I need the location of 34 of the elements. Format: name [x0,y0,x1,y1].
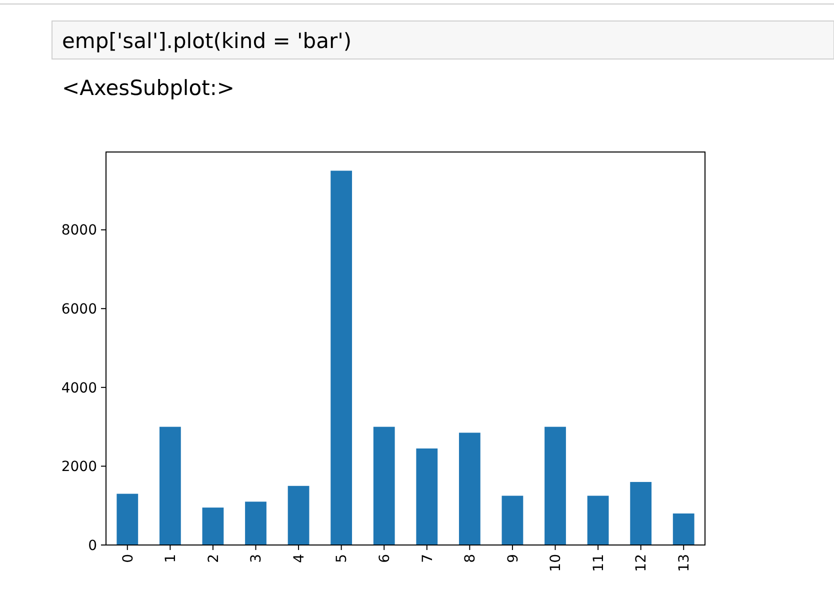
bar [416,448,438,545]
x-tick-label: 6 [377,554,394,563]
bar [502,496,524,545]
x-tick-label: 13 [676,554,693,572]
x-tick-label: 1 [163,554,180,563]
x-tick-label: 5 [334,554,350,563]
x-tick-label: 11 [590,554,607,572]
bar [288,486,310,545]
bar [116,494,138,545]
bar [458,432,480,545]
x-tick-label: 0 [120,554,136,563]
bar [373,426,395,545]
y-tick-label: 2000 [61,459,97,476]
x-tick-label: 8 [462,554,479,563]
x-tick-label: 3 [248,554,265,563]
y-tick-label: 4000 [61,380,97,396]
y-tick-label: 8000 [61,222,97,239]
bar [630,482,652,545]
y-tick-label: 6000 [61,302,97,318]
bar [587,496,609,545]
x-tick-label: 2 [206,554,222,563]
bar [544,426,566,545]
text: emp['sal'].plot(kind = 'bar') [62,29,352,53]
x-tick-label: 4 [291,554,308,563]
x-tick-label: 9 [505,554,522,563]
bar [245,502,266,545]
text: <AxesSubplot:> [62,76,234,100]
x-tick-label: 10 [548,554,564,572]
x-tick-label: 12 [634,554,650,572]
x-tick-label: 7 [420,554,436,563]
bar [202,508,224,545]
bar [159,426,181,545]
bar [330,170,352,545]
bar [672,513,694,545]
